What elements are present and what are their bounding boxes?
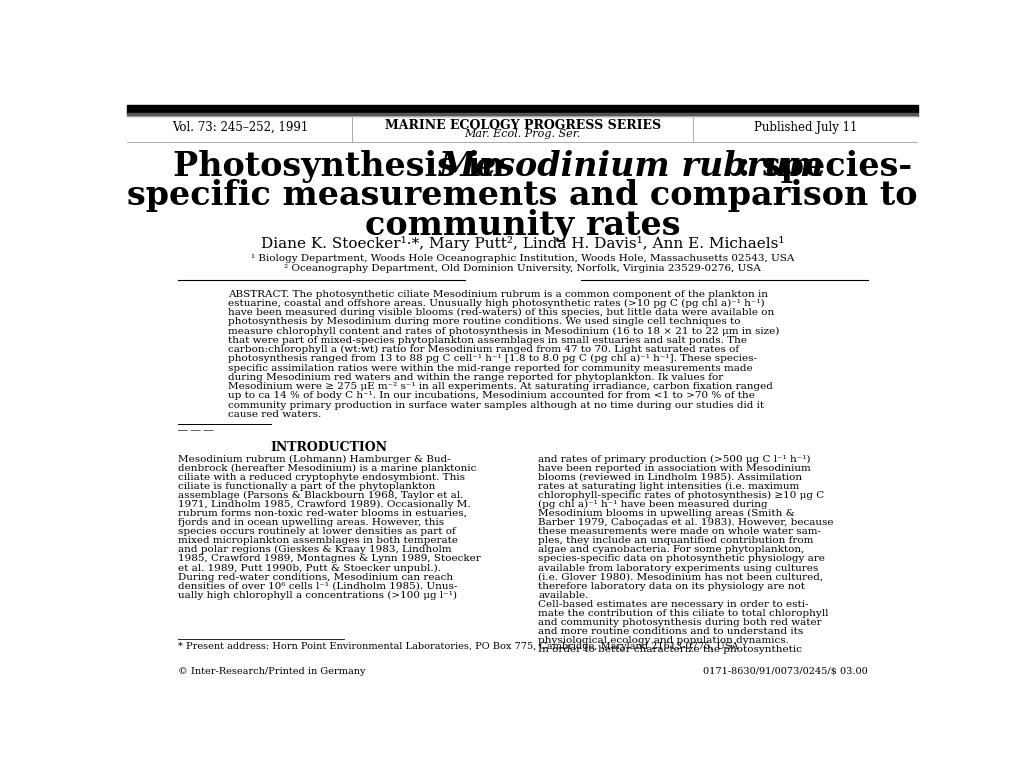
Text: fjords and in ocean upwelling areas. However, this: fjords and in ocean upwelling areas. How… (177, 518, 443, 527)
Text: rates at saturating light intensities (i.e. maximum: rates at saturating light intensities (i… (538, 482, 799, 491)
Text: Mar. Ecol. Prog. Ser.: Mar. Ecol. Prog. Ser. (464, 129, 581, 138)
Text: 0171-8630/91/0073/0245/$ 03.00: 0171-8630/91/0073/0245/$ 03.00 (702, 667, 867, 676)
Text: Photosynthesis in: Photosynthesis in (172, 150, 516, 183)
Text: Cell-based estimates are necessary in order to esti-: Cell-based estimates are necessary in or… (538, 600, 808, 609)
Text: community primary production in surface water samples although at no time during: community primary production in surface … (228, 401, 763, 409)
Text: up to ca 14 % of body C h⁻¹. In our incubations, Mesodinium accounted for from <: up to ca 14 % of body C h⁻¹. In our incu… (228, 392, 754, 400)
Text: Published July 11: Published July 11 (753, 121, 857, 134)
Text: ples, they include an unquantified contribution from: ples, they include an unquantified contr… (538, 536, 813, 545)
Text: Mesodinium rubrum: Mesodinium rubrum (438, 150, 823, 183)
Text: Diane K. Stoecker¹·*, Mary Putt², Linda H. Davis¹, Ann E. Michaels¹: Diane K. Stoecker¹·*, Mary Putt², Linda … (261, 236, 784, 251)
Bar (127, 105, 917, 112)
Text: assemblage (Parsons & Blackbourn 1968, Taylor et al.: assemblage (Parsons & Blackbourn 1968, T… (177, 491, 463, 500)
Text: available from laboratory experiments using cultures: available from laboratory experiments us… (538, 564, 817, 572)
Text: available.: available. (538, 591, 588, 600)
Text: and rates of primary production (>500 μg C l⁻¹ h⁻¹): and rates of primary production (>500 μg… (538, 454, 810, 464)
Text: Vol. 73: 245–252, 1991: Vol. 73: 245–252, 1991 (171, 121, 308, 134)
Text: (i.e. Glover 1980). Mesodinium has not been cultured,: (i.e. Glover 1980). Mesodinium has not b… (538, 572, 822, 581)
Text: have been measured during visible blooms (red-waters) of this species, but littl: have been measured during visible blooms… (228, 308, 773, 317)
Text: specific measurements and comparison to: specific measurements and comparison to (127, 179, 917, 212)
Text: species-specific data on photosynthetic physiology are: species-specific data on photosynthetic … (538, 555, 824, 563)
Text: species occurs routinely at lower densities as part of: species occurs routinely at lower densit… (177, 527, 455, 536)
Text: algae and cyanobacteria. For some phytoplankton,: algae and cyanobacteria. For some phytop… (538, 545, 804, 555)
Text: MARINE ECOLOGY PROGRESS SERIES: MARINE ECOLOGY PROGRESS SERIES (384, 119, 660, 132)
Text: during Mesodinium red waters and within the range reported for phytoplankton. Ik: during Mesodinium red waters and within … (228, 373, 722, 382)
Text: ciliate with a reduced cryptophyte endosymbiont. This: ciliate with a reduced cryptophyte endos… (177, 473, 465, 482)
Text: INTRODUCTION: INTRODUCTION (270, 441, 387, 454)
Text: and community photosynthesis during both red water: and community photosynthesis during both… (538, 618, 821, 627)
Text: physiological ecology and population dynamics.: physiological ecology and population dyn… (538, 636, 789, 645)
Text: community rates: community rates (365, 209, 680, 242)
Text: have been reported in association with Mesodinium: have been reported in association with M… (538, 464, 810, 473)
Text: and more routine conditions and to understand its: and more routine conditions and to under… (538, 627, 803, 636)
Text: Mesodinium rubrum (Lohmann) Hamburger & Bud-: Mesodinium rubrum (Lohmann) Hamburger & … (177, 454, 450, 464)
Text: Barber 1979, Caboçadas et al. 1983). However, because: Barber 1979, Caboçadas et al. 1983). How… (538, 518, 833, 527)
Text: Mesodinium were ≥ 275 μE m⁻² s⁻¹ in all experiments. At saturating irradiance, c: Mesodinium were ≥ 275 μE m⁻² s⁻¹ in all … (228, 382, 772, 391)
Text: ually high chlorophyll a concentrations (>100 μg l⁻¹): ually high chlorophyll a concentrations … (177, 591, 457, 600)
Text: chlorophyll-specific rates of photosynthesis) ≥10 μg C: chlorophyll-specific rates of photosynth… (538, 491, 823, 500)
Text: specific assimilation ratios were within the mid-range reported for community me: specific assimilation ratios were within… (228, 363, 752, 373)
Text: et al. 1989, Putt 1990b, Putt & Stoecker unpubl.).: et al. 1989, Putt 1990b, Putt & Stoecker… (177, 564, 440, 573)
Text: carbon:chlorophyll a (wt:wt) ratio for Mesodinium ranged from 47 to 70. Light sa: carbon:chlorophyll a (wt:wt) ratio for M… (228, 345, 739, 354)
Text: cause red waters.: cause red waters. (228, 410, 321, 418)
Text: ABSTRACT. The photosynthetic ciliate Mesodinium rubrum is a common component of : ABSTRACT. The photosynthetic ciliate Mes… (228, 290, 767, 298)
Text: ― ― ―: ― ― ― (177, 426, 213, 435)
Text: Mesodinium blooms in upwelling areas (Smith &: Mesodinium blooms in upwelling areas (Sm… (538, 509, 795, 518)
Text: measure chlorophyll content and rates of photosynthesis in Mesodinium (16 to 18 : measure chlorophyll content and rates of… (228, 327, 779, 336)
Text: photosynthesis by Mesodinium during more routine conditions. We used single cell: photosynthesis by Mesodinium during more… (228, 317, 740, 327)
Text: ¹ Biology Department, Woods Hole Oceanographic Institution, Woods Hole, Massachu: ¹ Biology Department, Woods Hole Oceanog… (251, 255, 794, 263)
Text: therefore laboratory data on its physiology are not: therefore laboratory data on its physiol… (538, 581, 804, 591)
Text: 1971, Lindholm 1985, Crawford 1989). Occasionally M.: 1971, Lindholm 1985, Crawford 1989). Occ… (177, 500, 470, 509)
Text: ² Oceanography Department, Old Dominion University, Norfolk, Virginia 23529-0276: ² Oceanography Department, Old Dominion … (284, 265, 760, 273)
Text: (pg chl a)⁻¹ h⁻¹ have been measured during: (pg chl a)⁻¹ h⁻¹ have been measured duri… (538, 500, 767, 509)
Text: that were part of mixed-species phytoplankton assemblages in small estuaries and: that were part of mixed-species phytopla… (228, 336, 747, 345)
Text: photosynthesis ranged from 13 to 88 pg C cell⁻¹ h⁻¹ [1.8 to 8.0 pg C (pg chl a)⁻: photosynthesis ranged from 13 to 88 pg C… (228, 354, 756, 363)
Text: mate the contribution of this ciliate to total chlorophyll: mate the contribution of this ciliate to… (538, 609, 828, 618)
Text: mixed microplankton assemblages in both temperate: mixed microplankton assemblages in both … (177, 536, 458, 545)
Text: 1985, Crawford 1989, Montagnes & Lynn 1989, Stoecker: 1985, Crawford 1989, Montagnes & Lynn 19… (177, 555, 480, 563)
Text: estuarine, coastal and offshore areas. Unusually high photosynthetic rates (>10 : estuarine, coastal and offshore areas. U… (228, 299, 764, 308)
Bar (127, 113, 917, 116)
Text: In order to better characterize the photosynthetic: In order to better characterize the phot… (538, 645, 801, 654)
Text: rubrum forms non-toxic red-water blooms in estuaries,: rubrum forms non-toxic red-water blooms … (177, 509, 467, 518)
Text: and polar regions (Gieskes & Kraay 1983, Lindholm: and polar regions (Gieskes & Kraay 1983,… (177, 545, 451, 555)
Text: : species-: : species- (737, 150, 911, 183)
Text: blooms (reviewed in Lindholm 1985). Assimilation: blooms (reviewed in Lindholm 1985). Assi… (538, 473, 802, 482)
Text: densities of over 10⁶ cells l⁻¹ (Lindholm 1985). Unus-: densities of over 10⁶ cells l⁻¹ (Lindhol… (177, 581, 457, 591)
Text: During red-water conditions, Mesodinium can reach: During red-water conditions, Mesodinium … (177, 572, 452, 581)
Text: denbrock (hereafter Mesodinium) is a marine planktonic: denbrock (hereafter Mesodinium) is a mar… (177, 464, 476, 473)
Text: these measurements were made on whole water sam-: these measurements were made on whole wa… (538, 527, 820, 536)
Text: * Present address: Horn Point Environmental Laboratories, PO Box 775, Cambridge,: * Present address: Horn Point Environmen… (177, 643, 738, 651)
Text: ciliate is functionally a part of the phytoplankton: ciliate is functionally a part of the ph… (177, 482, 435, 490)
Text: © Inter-Research/Printed in Germany: © Inter-Research/Printed in Germany (177, 667, 365, 676)
